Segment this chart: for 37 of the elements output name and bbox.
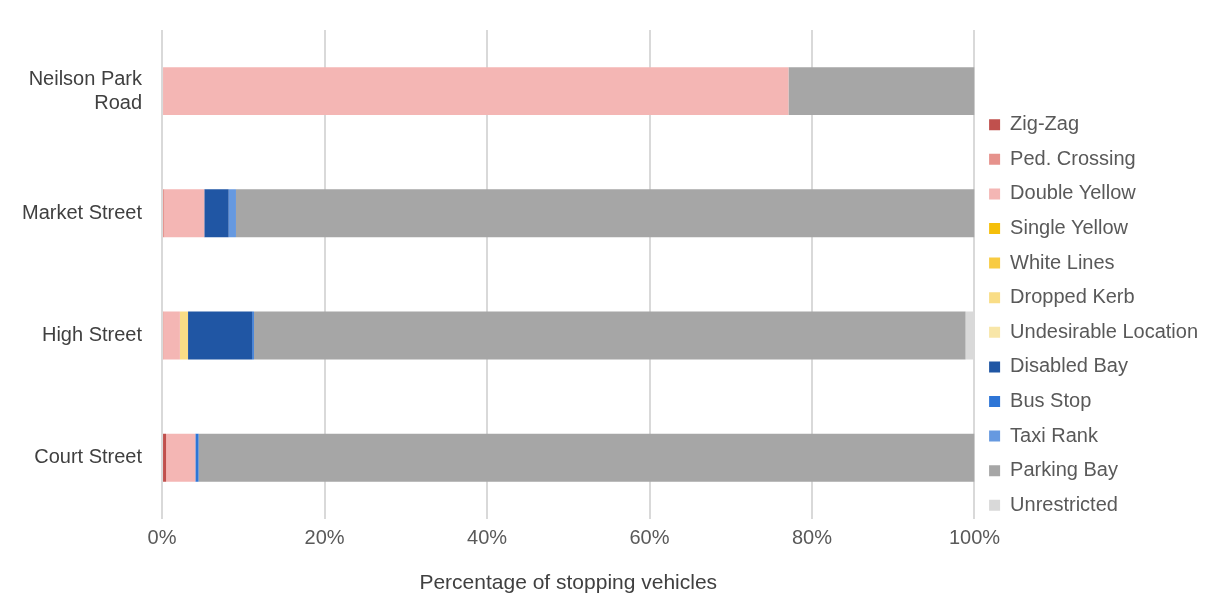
x-tick-label: 20% [304, 526, 345, 549]
bar [235, 189, 975, 238]
bar [198, 433, 975, 482]
bar [188, 311, 253, 360]
x-tick-label: 0% [147, 526, 177, 549]
bar [195, 433, 199, 482]
bar [253, 311, 966, 360]
x-tick-label: 80% [791, 526, 833, 549]
bar [228, 189, 236, 238]
y-tick-label: Court Street [34, 445, 143, 468]
y-tick-label: Neilson Park Road [28, 66, 144, 113]
bar [163, 67, 789, 116]
x-tick-label: 60% [629, 526, 670, 549]
bar [166, 433, 196, 482]
legend-label: Dropped Kerb [1010, 285, 1135, 308]
bar [163, 433, 167, 482]
legend-label: Ped. Crossing [1010, 146, 1136, 169]
x-tick-label: 100% [948, 526, 1001, 549]
x-tick-label: 40% [467, 526, 508, 549]
legend-label: Parking Bay [1010, 458, 1118, 481]
x-axis-title: Percentage of stopping vehicles [419, 570, 718, 594]
bar [163, 311, 180, 360]
bar [164, 189, 205, 238]
legend-label: Disabled Bay [1010, 354, 1128, 377]
legend-label: Undesirable Location [1010, 319, 1199, 342]
bar [179, 311, 189, 360]
legend-label: Double Yellow [1010, 181, 1137, 204]
bar [204, 189, 229, 238]
y-tick-label: Market Street [21, 200, 143, 223]
y-tick-label: High Street [41, 323, 143, 346]
legend-label: Unrestricted [1010, 492, 1118, 515]
legend-label: Single Yellow [1010, 216, 1129, 239]
bar [788, 67, 975, 116]
legend-label: Zig-Zag [1010, 112, 1080, 135]
legend-label: Taxi Rank [1010, 423, 1099, 446]
legend-label: White Lines [1010, 250, 1115, 273]
legend-label: Bus Stop [1010, 389, 1092, 412]
